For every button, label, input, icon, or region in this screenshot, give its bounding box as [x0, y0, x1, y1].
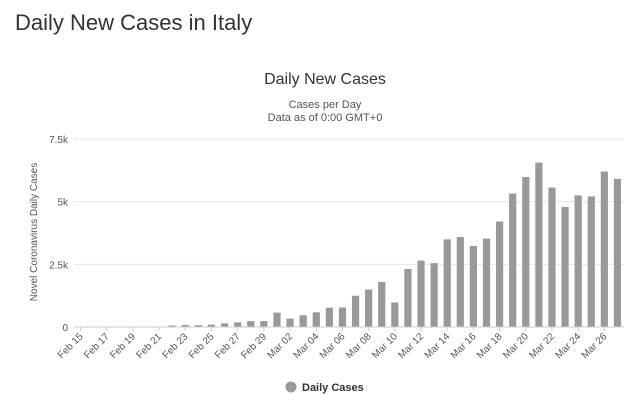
bar[interactable] — [404, 269, 412, 327]
y-axis-ticks: 0 2.5k 5k 7.5k — [49, 135, 69, 334]
x-tick-label: Mar 06 — [318, 331, 348, 361]
y-tick-label: 7.5k — [49, 135, 69, 146]
y-axis-title: Novel Coronavirus Daily Cases — [29, 163, 40, 301]
bar[interactable] — [286, 318, 294, 327]
x-tick-label: Feb 17 — [82, 331, 112, 361]
bar[interactable] — [430, 263, 438, 327]
x-tick-label: Feb 29 — [239, 331, 269, 361]
x-tick-label: Mar 18 — [475, 331, 505, 361]
bar[interactable] — [561, 206, 569, 327]
bar[interactable] — [260, 321, 268, 327]
bar[interactable] — [194, 325, 203, 327]
bar[interactable] — [234, 322, 242, 327]
page-heading: Daily New Cases in Italy — [15, 10, 253, 35]
bar[interactable] — [351, 295, 360, 327]
y-tick-label: 5k — [57, 198, 69, 209]
bar[interactable] — [391, 302, 399, 327]
legend-label: Daily Cases — [302, 382, 364, 394]
chart-title: Daily New Cases — [264, 71, 386, 88]
bar[interactable] — [548, 187, 556, 327]
x-tick-label: Mar 26 — [580, 331, 610, 361]
x-tick-label: Mar 04 — [292, 331, 322, 361]
x-tick-label: Mar 10 — [370, 331, 400, 361]
y-tick-label: 0 — [62, 323, 68, 334]
bar[interactable] — [338, 307, 347, 327]
bar[interactable] — [482, 238, 491, 327]
x-tick-label: Feb 19 — [108, 331, 138, 361]
chart-subtitle-line-2: Data as of 0:00 GMT+0 — [268, 112, 383, 124]
y-tick-label: 2.5k — [49, 260, 69, 271]
bar[interactable] — [456, 237, 464, 327]
bar[interactable] — [600, 171, 608, 327]
x-tick-label: Feb 23 — [161, 331, 191, 361]
bar[interactable] — [417, 260, 425, 327]
x-tick-label: Mar 12 — [396, 331, 426, 361]
bar[interactable] — [522, 176, 530, 327]
bar[interactable] — [181, 325, 189, 327]
chart-subtitle-line-1: Cases per Day — [289, 99, 362, 111]
x-tick-label: Feb 25 — [187, 331, 217, 361]
bar[interactable] — [509, 193, 517, 327]
bar[interactable] — [312, 312, 320, 327]
legend[interactable]: Daily Cases — [285, 381, 364, 395]
bar[interactable] — [378, 281, 386, 327]
x-tick-label: Mar 24 — [554, 331, 584, 361]
grid-lines — [74, 138, 624, 265]
x-tick-label: Feb 21 — [134, 331, 164, 361]
bar[interactable] — [220, 323, 229, 327]
bar[interactable] — [495, 221, 504, 327]
x-tick-label: Mar 14 — [423, 331, 453, 361]
legend-marker — [285, 381, 297, 393]
x-tick-label: Mar 20 — [501, 331, 531, 361]
bar[interactable] — [325, 307, 333, 327]
x-tick-label: Mar 16 — [449, 331, 479, 361]
x-tick-label: Mar 02 — [265, 331, 295, 361]
bar[interactable] — [299, 315, 307, 327]
bar[interactable] — [443, 239, 451, 327]
bar[interactable] — [273, 312, 281, 327]
x-tick-label: Feb 15 — [56, 331, 86, 361]
bar[interactable] — [535, 162, 543, 327]
x-tick-label: Mar 08 — [344, 331, 374, 361]
x-tick-label: Feb 27 — [213, 331, 243, 361]
bar[interactable] — [168, 325, 176, 327]
x-tick-label: Mar 22 — [527, 331, 557, 361]
bar[interactable] — [469, 245, 478, 327]
bar[interactable] — [587, 196, 595, 327]
bar[interactable] — [613, 178, 622, 327]
bar[interactable] — [247, 321, 255, 327]
bars — [155, 162, 622, 327]
bar[interactable] — [365, 289, 373, 327]
bar[interactable] — [207, 324, 216, 327]
bar[interactable] — [574, 195, 582, 327]
